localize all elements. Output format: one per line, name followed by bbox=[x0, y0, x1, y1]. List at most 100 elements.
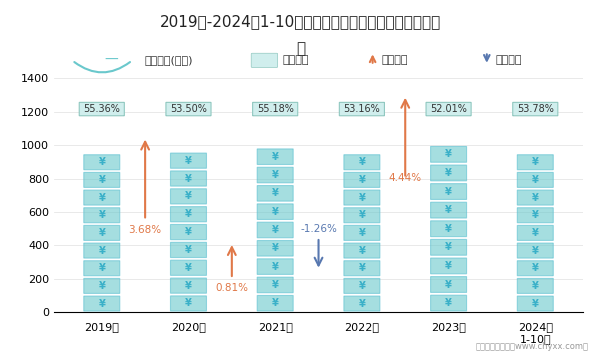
FancyBboxPatch shape bbox=[171, 242, 207, 257]
FancyBboxPatch shape bbox=[426, 102, 471, 116]
Text: ¥: ¥ bbox=[358, 175, 365, 185]
FancyBboxPatch shape bbox=[344, 190, 380, 205]
FancyBboxPatch shape bbox=[171, 278, 207, 293]
FancyBboxPatch shape bbox=[517, 261, 554, 276]
FancyBboxPatch shape bbox=[340, 102, 385, 116]
FancyBboxPatch shape bbox=[166, 102, 211, 116]
FancyBboxPatch shape bbox=[171, 153, 207, 168]
FancyBboxPatch shape bbox=[84, 173, 120, 187]
FancyBboxPatch shape bbox=[344, 225, 380, 240]
Text: 制图：智研咨询（www.chyxx.com）: 制图：智研咨询（www.chyxx.com） bbox=[476, 343, 589, 351]
Text: ¥: ¥ bbox=[445, 186, 452, 197]
Text: ¥: ¥ bbox=[358, 263, 365, 273]
Text: ¥: ¥ bbox=[445, 149, 452, 159]
FancyBboxPatch shape bbox=[517, 278, 554, 294]
FancyBboxPatch shape bbox=[513, 102, 558, 116]
Text: ¥: ¥ bbox=[272, 262, 279, 272]
Text: 53.78%: 53.78% bbox=[517, 104, 554, 114]
Text: 3.68%: 3.68% bbox=[129, 225, 162, 235]
Text: ¥: ¥ bbox=[532, 157, 538, 167]
Text: ¥: ¥ bbox=[445, 261, 452, 271]
Text: ¥: ¥ bbox=[272, 207, 279, 217]
Text: ¥: ¥ bbox=[272, 225, 279, 235]
FancyBboxPatch shape bbox=[257, 295, 293, 311]
FancyBboxPatch shape bbox=[171, 189, 207, 204]
FancyBboxPatch shape bbox=[257, 222, 293, 238]
Text: 52.01%: 52.01% bbox=[430, 104, 467, 114]
Text: ¥: ¥ bbox=[99, 192, 105, 203]
FancyBboxPatch shape bbox=[84, 190, 120, 205]
Text: ¥: ¥ bbox=[99, 157, 105, 167]
Text: ¥: ¥ bbox=[185, 155, 192, 166]
Text: ¥: ¥ bbox=[532, 263, 538, 273]
Text: ¥: ¥ bbox=[185, 263, 192, 273]
Text: ¥: ¥ bbox=[185, 245, 192, 255]
Text: ¥: ¥ bbox=[358, 210, 365, 220]
FancyBboxPatch shape bbox=[344, 278, 380, 294]
Text: ¥: ¥ bbox=[185, 174, 192, 184]
FancyBboxPatch shape bbox=[430, 258, 466, 274]
Text: 53.16%: 53.16% bbox=[344, 104, 380, 114]
FancyBboxPatch shape bbox=[517, 190, 554, 205]
Text: ¥: ¥ bbox=[99, 281, 105, 291]
FancyBboxPatch shape bbox=[84, 296, 120, 311]
FancyBboxPatch shape bbox=[344, 208, 380, 223]
FancyBboxPatch shape bbox=[171, 171, 207, 186]
FancyBboxPatch shape bbox=[84, 208, 120, 223]
Text: ¥: ¥ bbox=[185, 227, 192, 237]
FancyBboxPatch shape bbox=[344, 261, 380, 276]
Text: ¥: ¥ bbox=[532, 210, 538, 220]
FancyBboxPatch shape bbox=[430, 277, 466, 293]
Text: ¥: ¥ bbox=[99, 175, 105, 185]
FancyBboxPatch shape bbox=[84, 278, 120, 294]
FancyBboxPatch shape bbox=[344, 243, 380, 258]
Text: ¥: ¥ bbox=[532, 175, 538, 185]
FancyBboxPatch shape bbox=[257, 204, 293, 219]
Text: ¥: ¥ bbox=[99, 263, 105, 273]
Text: ¥: ¥ bbox=[532, 228, 538, 238]
FancyBboxPatch shape bbox=[79, 102, 124, 116]
Text: ¥: ¥ bbox=[445, 298, 452, 308]
FancyBboxPatch shape bbox=[257, 240, 293, 256]
Text: 53.50%: 53.50% bbox=[170, 104, 207, 114]
Text: —: — bbox=[105, 53, 118, 67]
FancyBboxPatch shape bbox=[252, 102, 297, 116]
Text: ¥: ¥ bbox=[358, 299, 365, 308]
FancyBboxPatch shape bbox=[84, 261, 120, 276]
FancyBboxPatch shape bbox=[517, 155, 554, 170]
FancyBboxPatch shape bbox=[344, 296, 380, 311]
Text: -1.26%: -1.26% bbox=[300, 224, 337, 234]
FancyBboxPatch shape bbox=[517, 225, 554, 240]
FancyBboxPatch shape bbox=[430, 221, 466, 237]
Text: 累计保费(亿元): 累计保费(亿元) bbox=[144, 55, 193, 65]
FancyBboxPatch shape bbox=[84, 225, 120, 240]
FancyBboxPatch shape bbox=[430, 202, 466, 218]
Text: ¥: ¥ bbox=[272, 170, 279, 180]
FancyBboxPatch shape bbox=[430, 146, 466, 162]
Text: ¥: ¥ bbox=[185, 191, 192, 201]
Text: ¥: ¥ bbox=[358, 281, 365, 291]
Text: ¥: ¥ bbox=[445, 205, 452, 215]
FancyBboxPatch shape bbox=[517, 243, 554, 258]
FancyBboxPatch shape bbox=[257, 186, 293, 201]
Text: ¥: ¥ bbox=[272, 189, 279, 198]
FancyBboxPatch shape bbox=[257, 167, 293, 183]
FancyBboxPatch shape bbox=[84, 243, 120, 258]
Text: ¥: ¥ bbox=[99, 246, 105, 256]
FancyBboxPatch shape bbox=[517, 173, 554, 187]
Text: ¥: ¥ bbox=[272, 280, 279, 290]
Text: ¥: ¥ bbox=[185, 209, 192, 219]
Text: ¥: ¥ bbox=[532, 192, 538, 203]
FancyBboxPatch shape bbox=[257, 149, 293, 164]
Text: ¥: ¥ bbox=[445, 279, 452, 290]
Text: ¥: ¥ bbox=[532, 246, 538, 256]
FancyBboxPatch shape bbox=[171, 224, 207, 240]
Text: 55.18%: 55.18% bbox=[257, 104, 294, 114]
Text: ¥: ¥ bbox=[99, 299, 105, 308]
Text: ¥: ¥ bbox=[532, 281, 538, 291]
FancyBboxPatch shape bbox=[257, 277, 293, 293]
FancyBboxPatch shape bbox=[171, 296, 207, 311]
Text: 同比减少: 同比减少 bbox=[496, 55, 522, 65]
Text: ¥: ¥ bbox=[445, 168, 452, 178]
FancyBboxPatch shape bbox=[171, 207, 207, 222]
